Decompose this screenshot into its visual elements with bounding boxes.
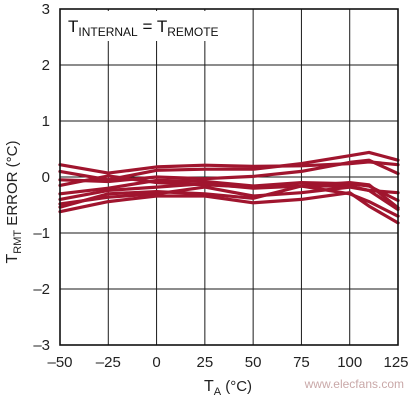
annotation: TINTERNAL = TREMOTE — [68, 17, 219, 39]
x-tick-label-6: 100 — [337, 354, 362, 371]
x-axis-title-unit: (°C) — [221, 378, 252, 395]
y-axis-title-main: T — [4, 253, 21, 263]
series-line-9 — [58, 191, 400, 225]
x-axis-title-sub: A — [214, 386, 222, 398]
watermark: www.elecfans.com — [304, 377, 404, 391]
series-line-3 — [58, 158, 400, 184]
y-tick-labels: 3 2 1 0 –1 –2 –3 — [33, 1, 50, 354]
x-tick-label-3: 25 — [197, 354, 214, 371]
x-tick-label-4: 50 — [245, 354, 262, 371]
y-tick-label-4: –1 — [33, 225, 50, 242]
x-tick-label-5: 75 — [293, 354, 310, 371]
y-axis-title-sub: RMT — [12, 230, 24, 254]
y-tick-label-6: –3 — [33, 337, 50, 354]
annotation-background — [62, 11, 228, 41]
y-tick-label-2: 1 — [42, 113, 50, 130]
y-tick-label-5: –2 — [33, 281, 50, 298]
x-tick-label-1: –25 — [96, 354, 121, 371]
x-tick-label-2: 0 — [152, 354, 160, 371]
y-axis-title: TRMT ERROR (°C) — [4, 141, 24, 264]
annotation-t1: T — [68, 17, 78, 36]
series-line-6 — [58, 181, 400, 210]
annotation-sub1: INTERNAL — [78, 25, 138, 39]
x-tick-label-7: 125 — [383, 354, 408, 371]
x-axis-title-main: T — [204, 378, 214, 395]
series-line-7 — [58, 185, 400, 212]
x-tick-labels: –50 –25 0 25 50 75 100 125 — [47, 354, 408, 371]
y-tick-label-3: 0 — [42, 169, 50, 186]
y-tick-label-0: 3 — [42, 1, 50, 18]
data-series — [58, 150, 400, 225]
annotation-t2: T — [157, 17, 167, 36]
annotation-eq: = — [138, 17, 157, 36]
x-tick-label-0: –50 — [47, 354, 72, 371]
y-tick-label-1: 2 — [42, 57, 50, 74]
y-axis-title-unit: ERROR (°C) — [4, 141, 21, 230]
series-line-8 — [58, 184, 400, 218]
plot-frame — [59, 8, 399, 346]
x-axis-title: TA (°C) — [204, 378, 252, 398]
annotation-sub2: REMOTE — [167, 25, 218, 39]
